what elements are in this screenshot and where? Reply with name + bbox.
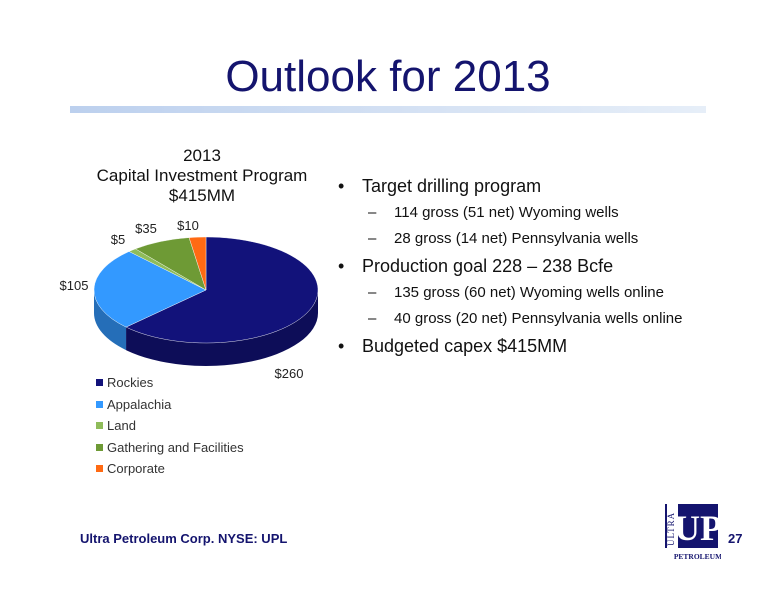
data-label-corporate: $10: [177, 218, 199, 233]
legend-label: Appalachia: [107, 396, 172, 412]
chart-legend: Rockies Appalachia Land Gathering and Fa…: [96, 372, 244, 480]
footer-company: Ultra Petroleum Corp. NYSE: UPL: [80, 531, 288, 546]
pie-slice-side-appalachia: [94, 290, 127, 351]
logo-petroleum-text: PETROLEUM: [674, 552, 721, 561]
chart-title: 2013 Capital Investment Program $415MM: [82, 146, 322, 206]
pie-slice-corporate: [188, 236, 207, 291]
slide-title: Outlook for 2013: [225, 52, 551, 101]
legend-label: Corporate: [107, 461, 165, 477]
data-label-rockies: $260: [275, 366, 304, 381]
pie-slice-appalachia: [93, 251, 207, 328]
legend-swatch: [96, 465, 103, 473]
ultra-petroleum-logo: ULTRA UP PETROLEUM: [661, 500, 721, 564]
sub-bullet-text: 135 gross (60 net) Wyoming wells online: [394, 284, 664, 301]
logo-ultra-text: ULTRA: [666, 512, 676, 546]
sub-bullet: –28 gross (14 net) Pennsylvania wells: [368, 230, 639, 247]
chart-title-line-1: 2013: [183, 146, 221, 165]
logo-up-text: UP: [674, 508, 721, 548]
data-label-gathering-and-facilities: $35: [135, 221, 157, 236]
legend-item-corporate: Corporate: [96, 458, 244, 480]
title-underline: [70, 106, 706, 113]
sub-bullet-text: 114 gross (51 net) Wyoming wells: [394, 204, 619, 221]
sub-bullet: –40 gross (20 net) Pennsylvania wells on…: [368, 310, 683, 327]
data-label-land: $5: [111, 232, 125, 247]
bullet-text: Budgeted capex $415MM: [362, 336, 568, 356]
sub-bullet-text: 40 gross (20 net) Pennsylvania wells onl…: [394, 310, 683, 327]
bullet-drilling: • Target drilling program: [338, 176, 542, 196]
chart-title-line-2: Capital Investment Program: [96, 166, 308, 185]
bullet-list: • Target drilling program –114 gross (51 …: [334, 176, 683, 364]
data-label-appalachia: $105: [60, 278, 89, 293]
sub-bullet: –135 gross (60 net) Wyoming wells online: [368, 284, 664, 301]
bullet-text: Target drilling program: [362, 176, 542, 196]
legend-swatch: [96, 422, 103, 430]
chart-title-line-3: $415MM: [168, 186, 236, 205]
sub-bullet: –114 gross (51 net) Wyoming wells: [368, 204, 619, 221]
legend-swatch: [96, 443, 103, 451]
page-number: 27: [728, 531, 743, 546]
sub-bullet-text: 28 gross (14 net) Pennsylvania wells: [394, 230, 639, 247]
bullet-text: Production goal 228 – 238 Bcfe: [362, 256, 614, 276]
legend-label: Rockies: [107, 375, 154, 391]
bullet-production: • Production goal 228 – 238 Bcfe: [338, 256, 614, 276]
legend-item-rockies: Rockies: [96, 372, 244, 394]
legend-swatch: [96, 379, 103, 387]
pie-slice-side-rockies: [126, 290, 318, 366]
pie-slice-rockies: [125, 236, 319, 344]
legend-label: Gathering and Facilities: [107, 439, 244, 455]
legend-label: Land: [107, 418, 136, 434]
legend-item-appalachia: Appalachia: [96, 394, 244, 416]
legend-swatch: [96, 400, 103, 408]
legend-item-land: Land: [96, 415, 244, 437]
bullet-capex: • Budgeted capex $415MM: [338, 336, 568, 356]
legend-item-gathering: Gathering and Facilities: [96, 437, 244, 459]
